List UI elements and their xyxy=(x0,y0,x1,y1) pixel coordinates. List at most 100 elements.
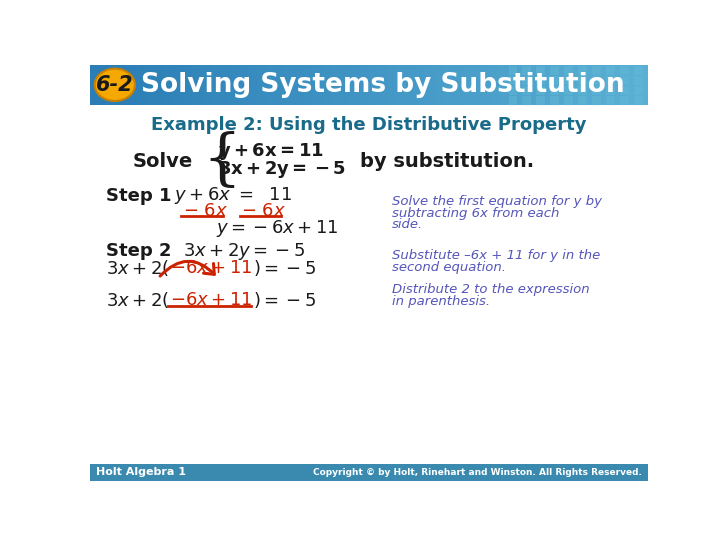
Bar xyxy=(620,86,629,95)
Text: $-\ 6x$: $-\ 6x$ xyxy=(183,202,228,220)
Bar xyxy=(564,66,573,75)
Bar xyxy=(239,65,249,105)
Text: $3x + 2y = -5$: $3x + 2y = -5$ xyxy=(183,241,305,262)
Bar xyxy=(323,65,333,105)
Bar xyxy=(601,65,611,105)
Bar xyxy=(536,86,545,95)
Bar xyxy=(578,66,587,75)
Bar xyxy=(211,65,221,105)
Bar xyxy=(564,96,573,105)
Bar xyxy=(220,65,230,105)
Bar xyxy=(90,464,648,481)
Bar xyxy=(606,66,615,75)
Text: Substitute –6x + 11 for y in the: Substitute –6x + 11 for y in the xyxy=(392,249,600,262)
Text: $\mathbf{3x + 2y = -5}$: $\mathbf{3x + 2y = -5}$ xyxy=(218,159,346,180)
Bar xyxy=(639,65,649,105)
Bar xyxy=(490,65,500,105)
Bar xyxy=(444,65,454,105)
Bar xyxy=(285,65,295,105)
Text: subtracting 6x from each: subtracting 6x from each xyxy=(392,207,559,220)
Bar xyxy=(523,66,531,75)
Bar xyxy=(276,65,286,105)
Bar xyxy=(360,65,370,105)
Bar xyxy=(536,96,545,105)
Bar xyxy=(634,96,642,105)
Bar xyxy=(118,65,128,105)
Bar xyxy=(578,76,587,85)
Bar xyxy=(593,65,602,105)
Bar xyxy=(620,96,629,105)
Bar xyxy=(508,96,517,105)
Bar xyxy=(258,65,267,105)
Text: 6-2: 6-2 xyxy=(96,75,134,95)
Bar xyxy=(248,65,258,105)
FancyArrowPatch shape xyxy=(160,261,215,276)
Bar xyxy=(593,76,600,85)
Bar xyxy=(183,65,193,105)
Text: Solve: Solve xyxy=(132,152,193,171)
Text: $y + 6x\ =\ \ 11$: $y + 6x\ =\ \ 11$ xyxy=(174,185,292,206)
Bar xyxy=(527,65,537,105)
Text: $3x + 2($: $3x + 2($ xyxy=(106,289,168,309)
Bar xyxy=(406,65,416,105)
Bar xyxy=(606,86,615,95)
Text: $-6x + 11$: $-6x + 11$ xyxy=(170,291,252,309)
Bar xyxy=(523,96,531,105)
Bar xyxy=(518,65,528,105)
Bar xyxy=(481,65,490,105)
Bar xyxy=(462,65,472,105)
Bar xyxy=(378,65,388,105)
Bar xyxy=(648,76,657,85)
Bar xyxy=(425,65,435,105)
Text: Solving Systems by Substitution: Solving Systems by Substitution xyxy=(141,72,625,98)
Bar xyxy=(523,86,531,95)
Text: {: { xyxy=(202,131,241,191)
Text: in parenthesis.: in parenthesis. xyxy=(392,295,490,308)
Bar xyxy=(453,65,463,105)
Bar xyxy=(648,96,657,105)
Text: $y = -6x + 11$: $y = -6x + 11$ xyxy=(215,218,338,239)
Bar xyxy=(499,65,509,105)
Bar xyxy=(620,76,629,85)
Text: side.: side. xyxy=(392,219,423,232)
Bar xyxy=(555,65,565,105)
Bar xyxy=(369,65,379,105)
Bar xyxy=(593,66,600,75)
Bar xyxy=(472,65,482,105)
Bar xyxy=(341,65,351,105)
Bar xyxy=(508,66,517,75)
Bar xyxy=(593,86,600,95)
Bar xyxy=(127,65,138,105)
Bar xyxy=(564,86,573,95)
Text: $-6x + 11$: $-6x + 11$ xyxy=(170,259,252,277)
Bar xyxy=(174,65,184,105)
Bar xyxy=(546,65,556,105)
Bar xyxy=(662,66,670,75)
Bar xyxy=(230,65,240,105)
Bar xyxy=(155,65,165,105)
Bar xyxy=(508,65,518,105)
Bar xyxy=(550,96,559,105)
Bar xyxy=(634,66,642,75)
Bar xyxy=(508,76,517,85)
Bar xyxy=(137,65,147,105)
Bar xyxy=(415,65,426,105)
Text: Example 2: Using the Distributive Property: Example 2: Using the Distributive Proper… xyxy=(151,116,587,134)
Bar xyxy=(564,65,575,105)
Bar xyxy=(606,76,615,85)
Bar xyxy=(611,65,621,105)
Bar xyxy=(606,96,615,105)
Bar xyxy=(593,96,600,105)
Text: Holt Algebra 1: Holt Algebra 1 xyxy=(96,467,186,477)
Bar xyxy=(536,76,545,85)
Bar xyxy=(313,65,323,105)
Text: $3x + 2($: $3x + 2($ xyxy=(106,258,168,278)
Bar xyxy=(629,65,639,105)
Text: Step 2: Step 2 xyxy=(106,242,171,260)
Text: second equation.: second equation. xyxy=(392,261,506,274)
Bar xyxy=(550,86,559,95)
Bar xyxy=(662,76,670,85)
Bar xyxy=(634,76,642,85)
Bar xyxy=(164,65,174,105)
Bar xyxy=(536,65,546,105)
